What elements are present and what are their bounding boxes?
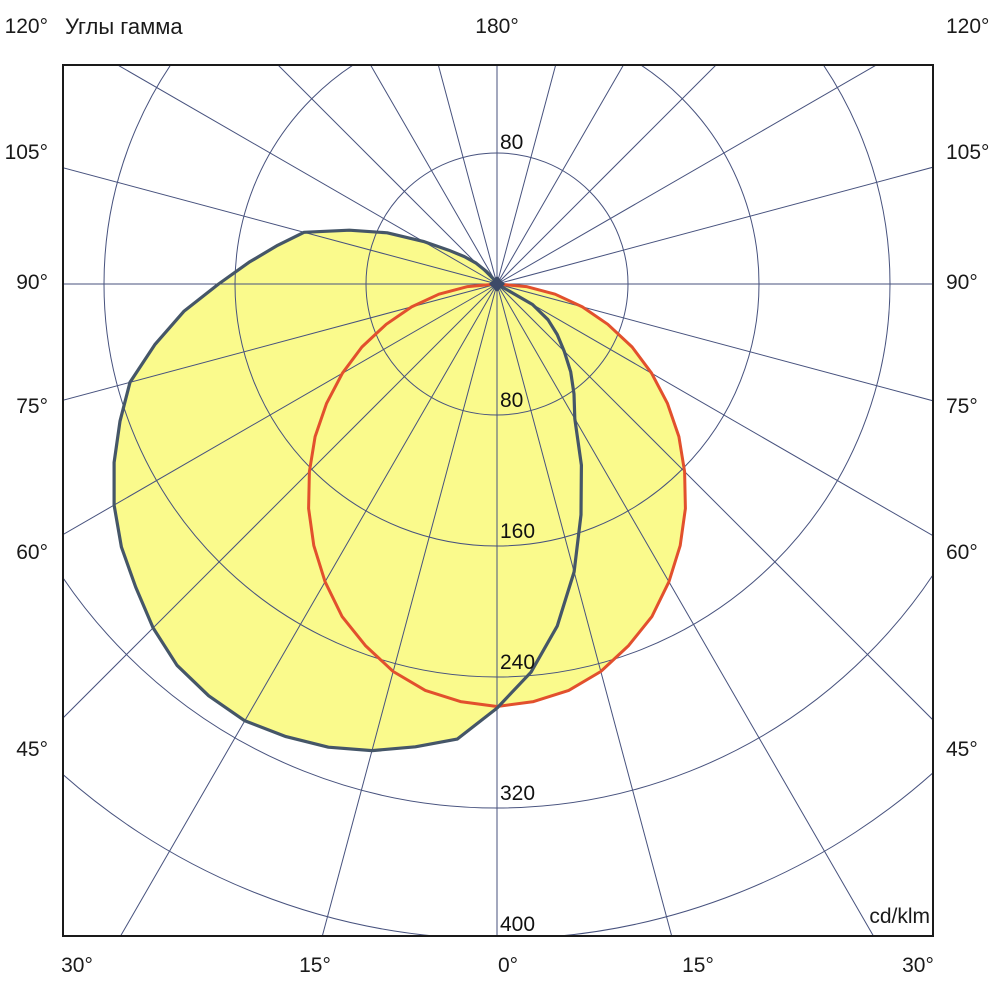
grid-ray — [496, 283, 875, 936]
blue-curve — [112, 228, 583, 753]
grid-ray — [119, 283, 498, 936]
angle-label-right-105: 105° — [946, 141, 990, 164]
grid-ray — [496, 65, 625, 285]
angle-label-bottom-15L: 15° — [299, 954, 331, 977]
angle-label-right-120: 120° — [946, 15, 990, 38]
angle-label-left-75: 75° — [16, 395, 48, 418]
grid-ray — [496, 166, 933, 285]
unit-label: cd/klm — [869, 905, 930, 928]
grid-ray — [496, 283, 673, 936]
angle-label-bottom-30L: 30° — [61, 954, 93, 977]
grid-ray — [63, 283, 498, 401]
ring-label-80: 80 — [500, 389, 523, 412]
grid-ray — [116, 65, 498, 285]
angle-label-right-60: 60° — [946, 541, 978, 564]
grid-ray — [496, 65, 878, 285]
grid-ray — [496, 65, 717, 285]
angle-label-left-120: 120° — [4, 15, 48, 38]
grid-ray — [63, 283, 498, 536]
ring-label-160: 160 — [500, 520, 535, 543]
grid-ray — [496, 283, 933, 537]
page-title: Углы гамма — [65, 14, 183, 39]
grid-ray — [63, 283, 498, 719]
grid-ray — [321, 283, 498, 936]
grid-ray — [437, 65, 498, 285]
grid-ray — [369, 65, 498, 285]
grid-ray — [496, 283, 933, 402]
angle-label-top-180: 180° — [475, 15, 519, 38]
angle-label-bottom-15R: 15° — [682, 954, 714, 977]
grid-ray — [496, 65, 557, 285]
angle-label-bottom-0: 0° — [497, 954, 519, 977]
grid-ray — [277, 65, 498, 285]
angle-label-bottom-30R: 30° — [902, 954, 934, 977]
polar-center-marker — [489, 276, 505, 292]
angle-label-left-45: 45° — [16, 738, 48, 761]
grid-ray — [496, 283, 933, 721]
ring-label-400: 400 — [500, 913, 535, 936]
plot-border — [62, 64, 934, 937]
grid-ray — [63, 167, 498, 285]
ring-label-80-upper: 80 — [500, 131, 523, 154]
angle-label-left-60: 60° — [16, 541, 48, 564]
angle-label-right-90: 90° — [946, 271, 978, 294]
ring-label-240: 240 — [500, 651, 535, 674]
angle-label-left-90: 90° — [16, 271, 48, 294]
angle-label-right-75: 75° — [946, 395, 978, 418]
ring-label-320: 320 — [500, 782, 535, 805]
angle-label-left-105: 105° — [4, 141, 48, 164]
angle-label-right-45: 45° — [946, 738, 978, 761]
